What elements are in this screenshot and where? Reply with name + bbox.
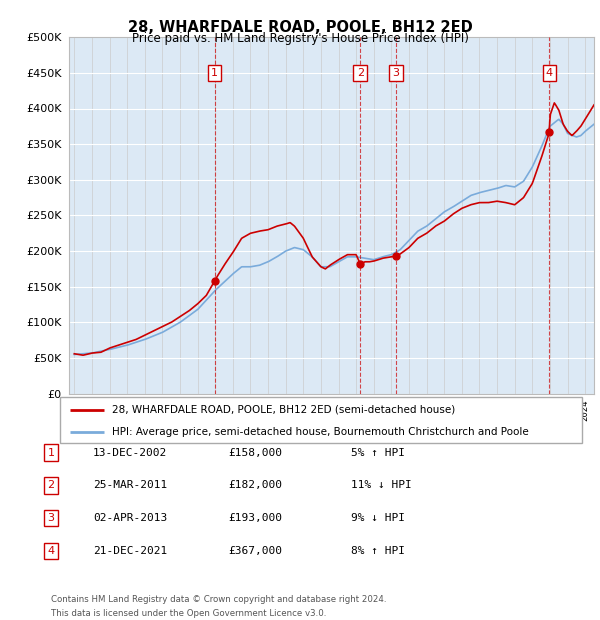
Text: Contains HM Land Registry data © Crown copyright and database right 2024.: Contains HM Land Registry data © Crown c… [51,595,386,604]
Text: Price paid vs. HM Land Registry's House Price Index (HPI): Price paid vs. HM Land Registry's House … [131,32,469,45]
Text: £367,000: £367,000 [228,546,282,556]
Text: 4: 4 [47,546,55,556]
Text: 2: 2 [47,480,55,490]
Text: 28, WHARFDALE ROAD, POOLE, BH12 2ED: 28, WHARFDALE ROAD, POOLE, BH12 2ED [128,20,472,35]
Text: 5% ↑ HPI: 5% ↑ HPI [351,448,405,458]
Text: 3: 3 [392,68,400,78]
Text: £193,000: £193,000 [228,513,282,523]
Text: 25-MAR-2011: 25-MAR-2011 [93,480,167,490]
Text: 21-DEC-2021: 21-DEC-2021 [93,546,167,556]
Text: 9% ↓ HPI: 9% ↓ HPI [351,513,405,523]
Text: 1: 1 [211,68,218,78]
Text: HPI: Average price, semi-detached house, Bournemouth Christchurch and Poole: HPI: Average price, semi-detached house,… [112,427,529,437]
Text: 8% ↑ HPI: 8% ↑ HPI [351,546,405,556]
Text: 1: 1 [47,448,55,458]
Text: 4: 4 [546,68,553,78]
Text: 2: 2 [356,68,364,78]
Text: 11% ↓ HPI: 11% ↓ HPI [351,480,412,490]
Text: 02-APR-2013: 02-APR-2013 [93,513,167,523]
Text: This data is licensed under the Open Government Licence v3.0.: This data is licensed under the Open Gov… [51,609,326,618]
Text: £182,000: £182,000 [228,480,282,490]
Text: 28, WHARFDALE ROAD, POOLE, BH12 2ED (semi-detached house): 28, WHARFDALE ROAD, POOLE, BH12 2ED (sem… [112,405,455,415]
Text: £158,000: £158,000 [228,448,282,458]
Text: 3: 3 [47,513,55,523]
Text: 13-DEC-2002: 13-DEC-2002 [93,448,167,458]
